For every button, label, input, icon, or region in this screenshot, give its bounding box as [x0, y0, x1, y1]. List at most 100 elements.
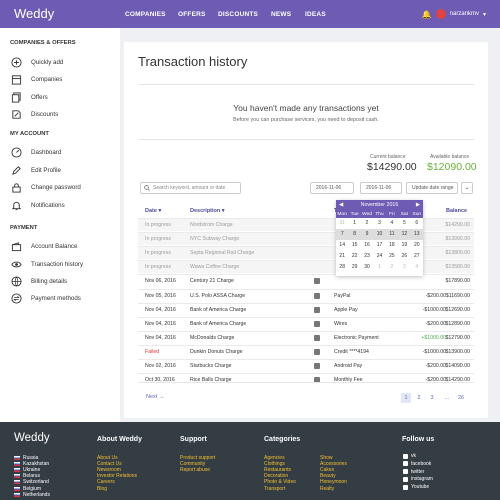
footer-country-link[interactable]: Kazakhstan [14, 461, 49, 467]
table-row[interactable]: Oct 30, 2016 Rice Balls Charge Monthly Fee… [138, 373, 474, 386]
calendar-day[interactable]: 28 [339, 264, 345, 270]
footer-social-link[interactable]: facebook [403, 461, 431, 467]
table-row[interactable]: In progress Wawa Coffee Charge $13580.00 [138, 260, 474, 274]
page-1[interactable]: 1 [401, 393, 411, 403]
table-row[interactable]: Nov 04, 2016 Bank of America Charge Wires -… [138, 316, 474, 330]
table-row[interactable]: Nov 02, 2016 Starbucks Charge Android Pay -… [138, 359, 474, 372]
table-row[interactable]: In progress Septa Regional Rail Charge $13… [138, 246, 474, 260]
footer-about-link[interactable]: Blog [97, 485, 108, 492]
calendar-day[interactable]: 27 [414, 253, 420, 259]
table-row[interactable]: In progress Nordstrom Charge $14290.00 [138, 218, 474, 231]
calendar-day[interactable]: 17 [376, 242, 383, 248]
chevron-down-icon[interactable]: ⌄ [461, 182, 473, 194]
calendar-day[interactable]: 1 [353, 220, 357, 226]
footer-category-link[interactable]: Decoration [264, 473, 289, 480]
sidebar-item-quickly-add[interactable]: Quickly add [10, 56, 63, 68]
page-3[interactable]: 3 [430, 395, 434, 401]
footer-category-link[interactable]: Photo & Video [264, 479, 296, 486]
calendar-day[interactable]: 10 [373, 229, 386, 240]
footer-about-link[interactable]: Careers [97, 479, 115, 486]
prev-month-icon[interactable]: ◀ [339, 202, 344, 208]
calendar-day[interactable]: 22 [351, 253, 358, 259]
calendar-day[interactable]: 6 [415, 220, 419, 226]
sidebar-item-billing-details[interactable]: Billing details [10, 275, 67, 287]
sidebar-item-edit-profile[interactable]: Edit Profile [10, 164, 61, 176]
calendar-day[interactable]: 30 [364, 264, 370, 270]
sidebar-item-payment-methods[interactable]: Payment methods [10, 292, 81, 304]
calendar-day[interactable]: 26 [401, 253, 408, 259]
footer-social-link[interactable]: instagram [403, 476, 433, 482]
calendar-day[interactable]: 25 [389, 253, 395, 259]
sidebar-item-notifications[interactable]: Notifications [10, 199, 65, 211]
footer-country-link[interactable]: Belgium [14, 486, 41, 492]
page-26[interactable]: 26 [457, 395, 465, 401]
sidebar-item-offers[interactable]: Offers [10, 91, 48, 103]
footer-support-link[interactable]: Product support [180, 455, 216, 461]
search-input[interactable]: Search keyword, amount or date [140, 182, 241, 194]
calendar-day[interactable]: 15 [351, 242, 358, 248]
sidebar-item-change-password[interactable]: Change password [10, 181, 81, 193]
sidebar-item-companies[interactable]: Companies [10, 73, 62, 85]
footer-category-link[interactable]: Clothings [264, 461, 285, 468]
update-date-range-button[interactable]: Update date range [406, 182, 458, 194]
table-row[interactable]: Nov 05, 2016 U.S. Polo ASSA Charge PayPal -… [138, 288, 474, 302]
calendar-day[interactable]: 2 [390, 264, 394, 270]
calendar-day[interactable]: 20 [414, 242, 420, 248]
calendar-day[interactable]: 12 [398, 229, 411, 240]
footer-logo[interactable]: Weddy [14, 432, 50, 444]
calendar-day[interactable]: 24 [376, 253, 383, 259]
calendar-day[interactable]: 11 [385, 229, 399, 240]
footer-about-link[interactable]: Newsroom [97, 467, 121, 474]
calendar-day[interactable]: 8 [348, 229, 361, 240]
date-to-input[interactable]: 2016-11-06 [360, 182, 402, 194]
sidebar-item-discounts[interactable]: Discounts [10, 108, 58, 120]
footer-country-link[interactable]: Ukraine [14, 467, 40, 473]
calendar-day[interactable]: 18 [389, 242, 395, 248]
calendar-day[interactable]: 29 [351, 264, 358, 270]
calendar-day[interactable]: 5 [402, 220, 406, 226]
column-balance[interactable]: Balance [446, 208, 468, 214]
footer-about-link[interactable]: Contact Us [97, 461, 122, 468]
footer-country-link[interactable]: Netherlands [14, 492, 50, 498]
footer-category-link[interactable]: Agencies [264, 455, 285, 461]
calendar-day[interactable]: 21 [339, 253, 345, 259]
footer-category-link[interactable]: Beauty [320, 473, 336, 480]
nav-news[interactable]: NEWS [271, 11, 292, 18]
footer-category-link[interactable]: Honeymoon [320, 479, 347, 486]
column-date[interactable]: Date ▾ [145, 208, 162, 214]
sidebar-item-dashboard[interactable]: Dashboard [10, 146, 61, 158]
footer-social-link[interactable]: vk [403, 453, 416, 459]
calendar-day[interactable]: 31 [339, 220, 345, 226]
footer-social-link[interactable]: Youtube [403, 484, 429, 490]
footer-support-link[interactable]: Community [180, 461, 206, 468]
calendar-day[interactable]: 4 [415, 264, 419, 270]
footer-category-link[interactable]: Transport [264, 485, 286, 492]
calendar-day[interactable]: 19 [401, 242, 408, 248]
calendar-day[interactable]: 23 [364, 253, 370, 259]
footer-country-link[interactable]: Russia [14, 455, 38, 461]
table-row[interactable]: Nov 04, 2016 Bank of America Charge Apple … [138, 302, 474, 316]
user-menu[interactable]: 🔔 narzankmv ▾ [422, 9, 486, 19]
calendar-day[interactable]: 1 [378, 264, 381, 270]
nav-companies[interactable]: COMPANIES [125, 11, 166, 18]
calendar-day[interactable]: 3 [402, 264, 406, 270]
next-month-icon[interactable]: ▶ [415, 202, 420, 208]
logo[interactable]: Weddy [14, 6, 55, 21]
footer-about-link[interactable]: About Us [97, 455, 118, 461]
footer-country-link[interactable]: Switzerland [14, 479, 49, 485]
table-row[interactable]: Nov 04, 2016 McDonalds Charge Electronic P… [138, 330, 474, 344]
sidebar-item-transaction-history[interactable]: Transaction history [10, 258, 83, 270]
calendar-day[interactable]: 9 [360, 229, 374, 240]
footer-category-link[interactable]: Accessories [320, 461, 347, 468]
page-2[interactable]: 2 [417, 395, 421, 401]
calendar-day[interactable]: 2 [365, 220, 369, 226]
calendar-day[interactable]: 3 [378, 220, 381, 226]
nav-offers[interactable]: OFFERS [178, 11, 206, 18]
footer-category-link[interactable]: Realty [320, 485, 335, 492]
calendar-day[interactable]: 16 [364, 242, 370, 248]
table-row[interactable]: Nov 06, 2016 Century 21 Charge $17890.00 [138, 274, 474, 287]
footer-country-link[interactable]: Belarus [14, 473, 40, 479]
footer-about-link[interactable]: Investor Relations [97, 473, 138, 480]
table-row[interactable]: Failed Dunkin Donuts Charge Credit ****419… [138, 344, 474, 358]
nav-discounts[interactable]: DISCOUNTS [218, 11, 259, 18]
